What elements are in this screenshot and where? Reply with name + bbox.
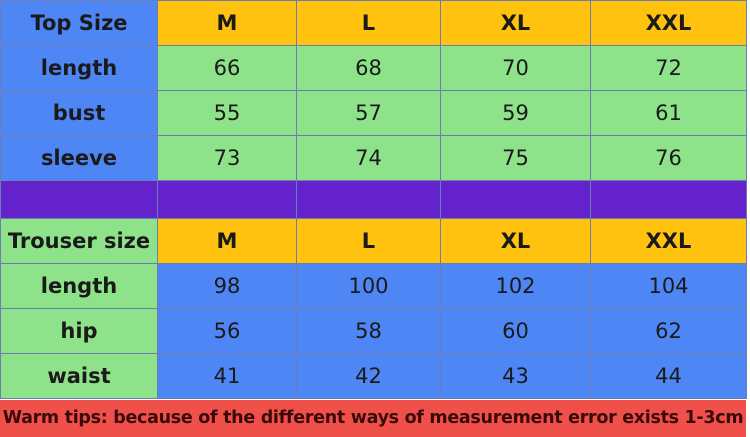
measurement-cell: 61 <box>590 90 747 136</box>
size-header-xxl: XXL <box>590 0 747 46</box>
measurement-cell: 98 <box>157 263 297 309</box>
measurement-cell: 57 <box>296 90 441 136</box>
measurement-cell: 72 <box>590 45 747 91</box>
measurement-cell: 76 <box>590 135 747 181</box>
row-label: length <box>0 45 158 91</box>
measurement-cell: 102 <box>440 263 591 309</box>
measurement-cell: 41 <box>157 353 297 399</box>
table-row: sleeve 73 74 75 76 <box>0 135 747 181</box>
measurement-cell: 60 <box>440 308 591 354</box>
measurement-cell: 42 <box>296 353 441 399</box>
size-header-l: L <box>296 218 441 264</box>
top-header-row: Top Size M L XL XXL <box>0 0 747 46</box>
measurement-cell: 73 <box>157 135 297 181</box>
row-label: length <box>0 263 158 309</box>
measurement-cell: 74 <box>296 135 441 181</box>
table-row: hip 56 58 60 62 <box>0 308 747 354</box>
size-header-m: M <box>157 218 297 264</box>
table-row: length 98 100 102 104 <box>0 263 747 309</box>
trouser-section-label: Trouser size <box>0 218 158 264</box>
measurement-cell: 58 <box>296 308 441 354</box>
separator-cell <box>590 180 747 219</box>
measurement-cell: 100 <box>296 263 441 309</box>
measurement-cell: 68 <box>296 45 441 91</box>
measurement-cell: 104 <box>590 263 747 309</box>
row-label: hip <box>0 308 158 354</box>
size-header-l: L <box>296 0 441 46</box>
measurement-cell: 43 <box>440 353 591 399</box>
size-chart-table: Top Size M L XL XXL length 66 68 70 72 bust 55 57 59 6… <box>0 0 747 399</box>
size-header-xxl: XXL <box>590 218 747 264</box>
measurement-cell: 62 <box>590 308 747 354</box>
measurement-cell: 66 <box>157 45 297 91</box>
measurement-cell: 75 <box>440 135 591 181</box>
measurement-cell: 44 <box>590 353 747 399</box>
measurement-cell: 59 <box>440 90 591 136</box>
table-row: waist 41 42 43 44 <box>0 353 747 399</box>
row-label: waist <box>0 353 158 399</box>
size-header-m: M <box>157 0 297 46</box>
warm-tips-banner: Warm tips: because of the different ways… <box>0 400 746 437</box>
row-label: sleeve <box>0 135 158 181</box>
measurement-cell: 56 <box>157 308 297 354</box>
measurement-cell: 55 <box>157 90 297 136</box>
table-row: bust 55 57 59 61 <box>0 90 747 136</box>
size-header-xl: XL <box>440 0 591 46</box>
separator-cell <box>157 180 297 219</box>
separator-cell <box>440 180 591 219</box>
top-section-label: Top Size <box>0 0 158 46</box>
separator-row <box>0 180 747 219</box>
row-label: bust <box>0 90 158 136</box>
separator-cell <box>296 180 441 219</box>
table-row: length 66 68 70 72 <box>0 45 747 91</box>
measurement-cell: 70 <box>440 45 591 91</box>
separator-cell <box>0 180 158 219</box>
size-header-xl: XL <box>440 218 591 264</box>
trouser-header-row: Trouser size M L XL XXL <box>0 218 747 264</box>
